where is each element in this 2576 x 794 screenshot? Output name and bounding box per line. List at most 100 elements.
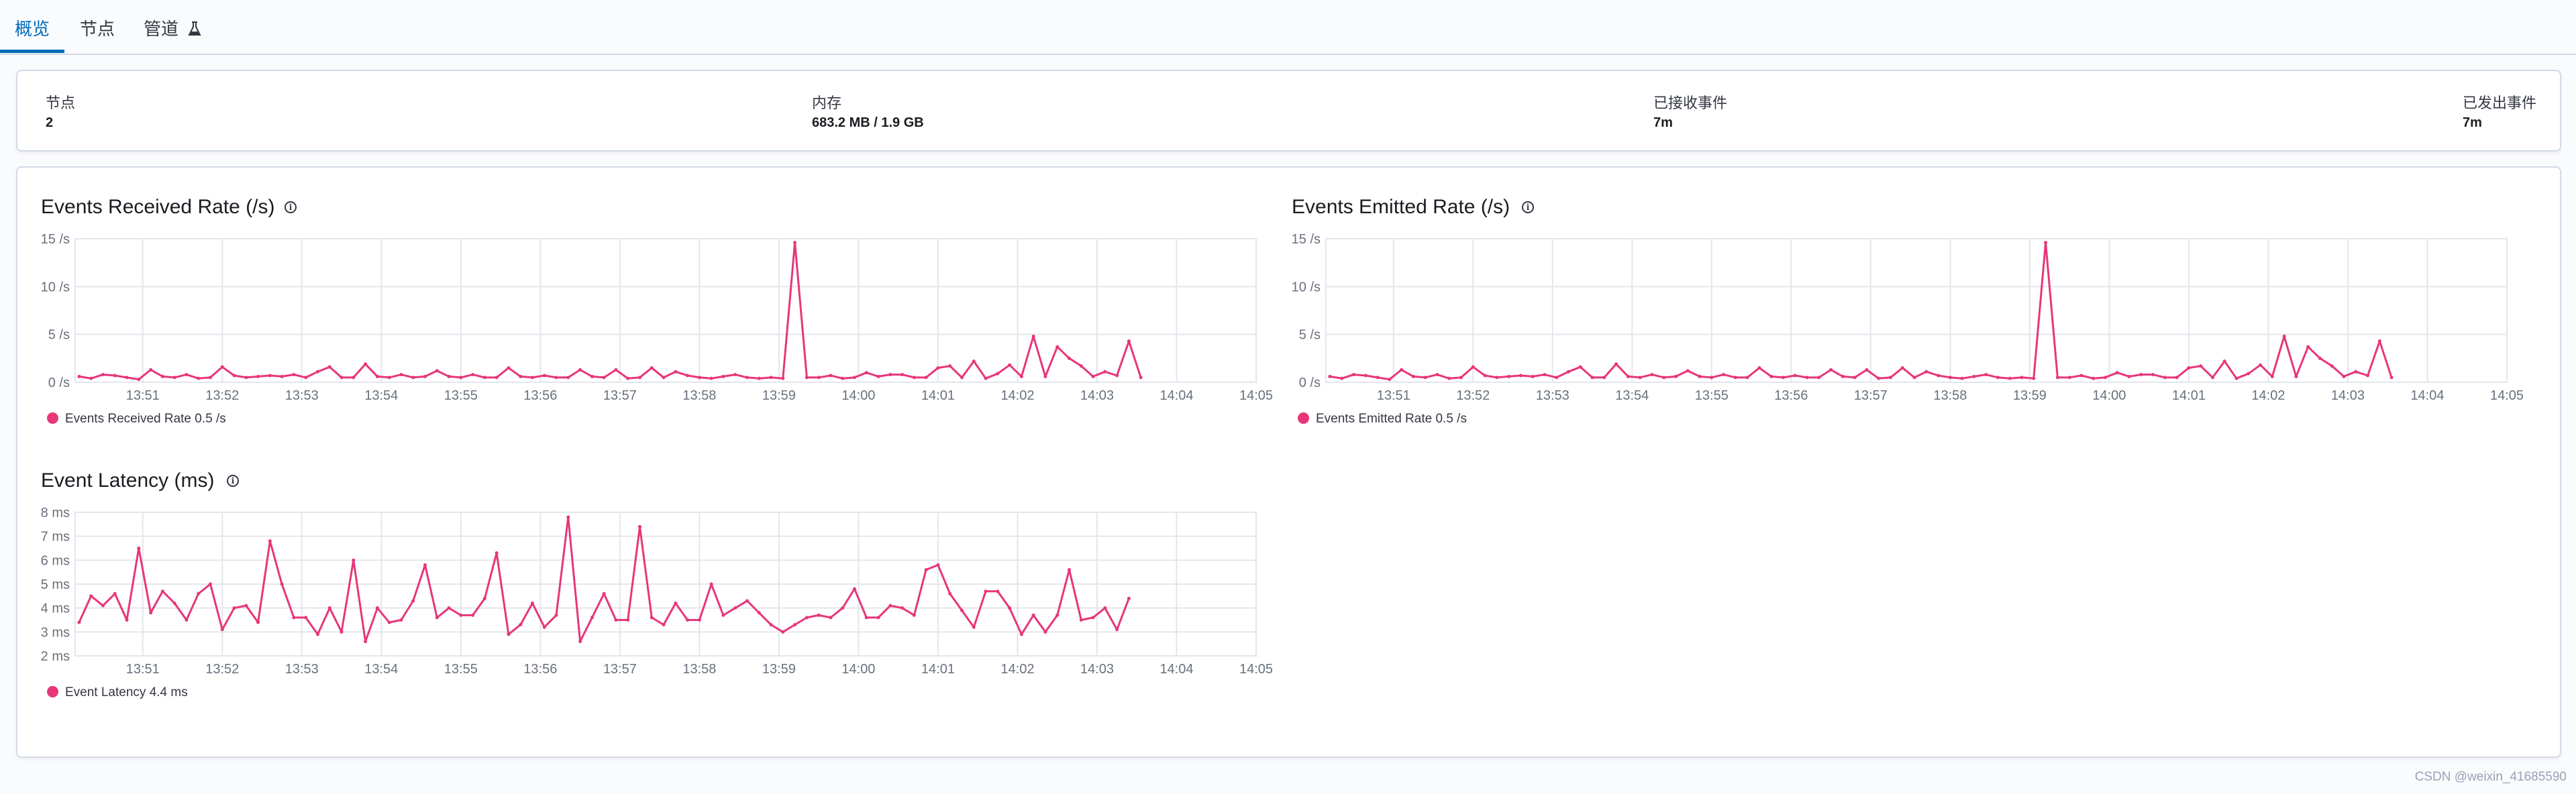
- data-point: [137, 378, 141, 382]
- data-point: [662, 376, 666, 380]
- data-point: [602, 591, 606, 596]
- data-point: [960, 608, 964, 612]
- x-tick-label: 14:00: [841, 662, 875, 677]
- x-tick-label: 14:04: [1160, 662, 1193, 677]
- tab-overview[interactable]: 概览: [15, 0, 50, 54]
- y-tick-label: 15 /s: [1292, 232, 1321, 247]
- data-point: [936, 366, 940, 370]
- data-point: [697, 618, 701, 622]
- stat-memory-label: 内存: [812, 95, 842, 111]
- data-point: [1972, 374, 1976, 378]
- latency-legend-label: Event Latency 4.4 ms: [65, 685, 188, 699]
- data-point: [1340, 376, 1344, 380]
- data-point: [626, 376, 630, 380]
- data-point: [1912, 376, 1916, 380]
- data-point: [172, 602, 176, 606]
- emitted-legend[interactable]: Events Emitted Rate 0.5 /s: [1298, 412, 1467, 427]
- data-point: [268, 539, 272, 543]
- data-point: [1590, 376, 1594, 380]
- y-tick-label: 15 /s: [41, 232, 70, 247]
- data-point: [1650, 373, 1654, 377]
- x-tick-label: 13:59: [2013, 388, 2047, 403]
- y-tick-label: 3 ms: [41, 625, 70, 640]
- data-point: [1877, 376, 1881, 380]
- data-point: [781, 376, 785, 380]
- data-point: [996, 589, 1000, 593]
- data-point: [590, 616, 594, 620]
- y-tick-label: 7 ms: [41, 530, 70, 545]
- data-point: [1423, 376, 1427, 380]
- data-point: [745, 376, 749, 380]
- data-point: [542, 374, 546, 378]
- data-point: [1698, 374, 1702, 378]
- data-point: [924, 568, 928, 572]
- data-point: [1805, 376, 1809, 380]
- data-point: [1376, 376, 1380, 380]
- data-point: [566, 515, 570, 519]
- data-point: [876, 616, 880, 620]
- data-point: [1578, 365, 1582, 369]
- x-tick-label: 13:51: [126, 662, 160, 677]
- data-point: [280, 374, 284, 378]
- x-tick-label: 13:52: [205, 388, 239, 403]
- data-point: [2247, 372, 2251, 376]
- data-point: [637, 524, 641, 528]
- x-tick-label: 14:05: [2490, 388, 2524, 403]
- data-point: [805, 616, 809, 620]
- data-point: [1638, 376, 1642, 380]
- data-point: [519, 623, 523, 627]
- received-info-icon[interactable]: i: [285, 201, 297, 213]
- data-point: [984, 589, 988, 593]
- data-point: [912, 613, 916, 617]
- stat-nodes-label: 节点: [46, 95, 76, 111]
- data-point: [530, 602, 534, 606]
- data-point: [1115, 374, 1119, 378]
- data-point: [650, 366, 654, 370]
- data-point: [387, 376, 391, 380]
- data-point: [423, 563, 427, 567]
- data-point: [1019, 374, 1023, 378]
- data-point: [1829, 367, 1833, 372]
- data-point: [829, 616, 833, 620]
- data-point: [757, 611, 761, 615]
- data-point: [2163, 376, 2167, 380]
- data-point: [471, 373, 475, 377]
- x-tick-label: 13:59: [762, 388, 796, 403]
- x-tick-label: 13:51: [126, 388, 160, 403]
- data-point: [674, 602, 678, 606]
- y-tick-label: 8 ms: [41, 506, 70, 520]
- received-chart-title: Events Received Rate (/s): [41, 196, 275, 218]
- data-point: [1411, 374, 1415, 378]
- data-point: [399, 373, 403, 377]
- data-point: [686, 618, 690, 622]
- data-point: [805, 376, 809, 380]
- emitted-info-icon[interactable]: i: [1522, 201, 1534, 213]
- data-point: [1127, 596, 1131, 600]
- received-legend[interactable]: Events Received Rate 0.5 /s: [47, 412, 226, 427]
- data-point: [1008, 363, 1012, 367]
- data-point: [614, 367, 618, 372]
- data-point: [375, 374, 379, 378]
- data-point: [2270, 374, 2274, 378]
- data-point: [769, 623, 773, 627]
- latency-chart-title: Event Latency (ms): [41, 469, 215, 492]
- data-point: [519, 374, 523, 378]
- x-tick-label: 14:00: [2092, 388, 2126, 403]
- latency-info-icon[interactable]: i: [227, 475, 239, 487]
- data-point: [2067, 376, 2071, 380]
- data-point: [1459, 376, 1463, 380]
- data-point: [912, 376, 916, 380]
- data-point: [1769, 374, 1773, 378]
- tab-pipelines[interactable]: 管道: [144, 0, 202, 54]
- x-tick-label: 14:02: [2251, 388, 2285, 403]
- data-point: [2234, 376, 2238, 380]
- data-point: [232, 606, 236, 610]
- latency-legend[interactable]: Event Latency 4.4 ms: [47, 685, 188, 700]
- data-point: [817, 613, 821, 617]
- x-tick-label: 14:04: [1160, 388, 1193, 403]
- data-point: [423, 374, 427, 378]
- tab-nodes[interactable]: 节点: [80, 0, 115, 54]
- x-tick-label: 13:58: [1933, 388, 1967, 403]
- data-point: [197, 591, 201, 596]
- data-point: [2294, 374, 2298, 378]
